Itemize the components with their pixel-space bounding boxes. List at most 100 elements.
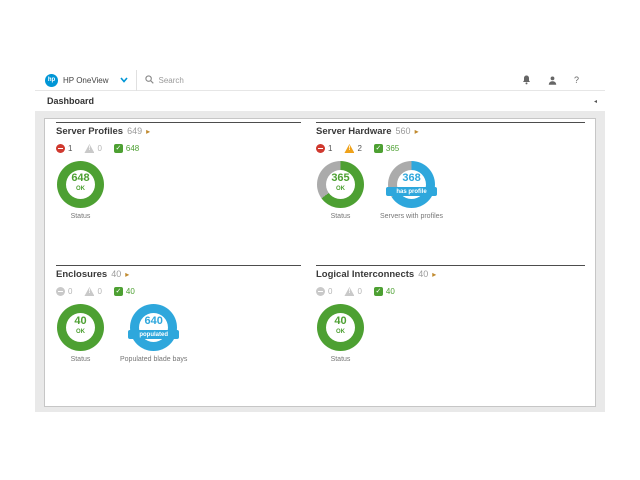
panel-count: 40: [418, 269, 429, 279]
notifications-bell-icon[interactable]: [522, 75, 531, 85]
critical-count: 1: [68, 144, 73, 153]
title-bar: Dashboard ◂: [35, 91, 605, 111]
donut-sublabel: OK: [336, 186, 345, 192]
ok-status[interactable]: 365: [373, 144, 400, 153]
critical-status[interactable]: 1: [316, 144, 332, 153]
critical-status[interactable]: 1: [56, 144, 72, 153]
panel-title: Enclosures: [56, 269, 108, 280]
donut-label: Status: [330, 356, 351, 363]
panel-title: Logical Interconnects: [316, 269, 415, 280]
panel-link-arrow-icon: ▸: [146, 127, 151, 136]
donut-sublabel: OK: [76, 329, 85, 335]
ok-check-icon: [373, 287, 383, 296]
warning-icon: [84, 287, 95, 296]
panel-link-logical-interconnects[interactable]: Logical Interconnects 40 ▸: [316, 269, 436, 280]
blade-bays-donut[interactable]: 640 populated Populated blade bays: [120, 304, 187, 363]
hp-oneview-window: hp HP OneView ?: [35, 69, 605, 412]
ok-count: 365: [385, 144, 400, 153]
donut-label: Status: [330, 213, 351, 220]
warning-status[interactable]: 0: [344, 287, 362, 296]
ok-status[interactable]: 40: [373, 287, 395, 296]
ok-check-icon: [373, 144, 383, 153]
search-bar: [137, 71, 522, 89]
donut-gauge: 648 OK: [57, 161, 104, 208]
donut-row: 648 OK Status: [56, 161, 301, 220]
ok-status[interactable]: 648: [113, 144, 139, 153]
critical-icon: [56, 287, 65, 296]
warning-icon: [344, 287, 355, 296]
donut-gauge: 368 has profile: [386, 161, 438, 208]
panel-link-arrow-icon: ▸: [432, 270, 437, 279]
donut-value: 40: [74, 315, 87, 327]
status-donut[interactable]: 40 OK Status: [57, 304, 104, 363]
warning-count: 0: [97, 144, 102, 153]
status-donut[interactable]: 40 OK Status: [317, 304, 364, 363]
donut-sublabel: populated: [128, 330, 180, 339]
panel-link-server-profiles[interactable]: Server Profiles 649 ▸: [56, 126, 150, 137]
donut-hole: [326, 313, 355, 342]
warning-count: 2: [357, 144, 362, 153]
panel-title: Server Profiles: [56, 126, 124, 137]
top-bar: hp HP OneView ?: [35, 69, 605, 91]
donut-sublabel: has profile: [386, 187, 438, 196]
donut-value: 648: [71, 172, 90, 184]
critical-icon: [316, 144, 325, 153]
donut-label: Populated blade bays: [120, 356, 188, 363]
donut-gauge: 365 OK: [317, 161, 364, 208]
donut-gauge: 40 OK: [57, 304, 104, 351]
donut-gauge: 640 populated: [128, 304, 180, 351]
app-switcher-button[interactable]: hp HP OneView: [35, 70, 136, 90]
page-title: Dashboard: [47, 96, 95, 106]
status-row: 1 0 648: [56, 144, 301, 153]
warning-status[interactable]: 0: [84, 287, 102, 296]
topbar-divider: [135, 69, 137, 91]
panel-link-enclosures[interactable]: Enclosures 40 ▸: [56, 269, 129, 280]
warning-status[interactable]: 2: [344, 144, 362, 153]
search-input[interactable]: [158, 75, 359, 85]
user-icon[interactable]: [548, 76, 557, 85]
chevron-down-icon: [119, 77, 128, 83]
status-row: 1 2 365: [316, 144, 585, 153]
panel-link-server-hardware[interactable]: Server Hardware 560 ▸: [316, 126, 419, 137]
status-row: 0 0 40: [56, 287, 301, 296]
panel-count: 560: [395, 126, 411, 136]
critical-count: 1: [328, 144, 333, 153]
search-icon: [144, 71, 154, 89]
help-icon[interactable]: ?: [573, 75, 579, 85]
donut-hole: [66, 313, 95, 342]
ok-count: 40: [385, 287, 395, 296]
donut-label: Servers with profiles: [380, 213, 444, 220]
critical-icon: [56, 144, 65, 153]
critical-icon: [316, 287, 325, 296]
ok-check-icon: [113, 144, 123, 153]
panel-title: Server Hardware: [316, 126, 392, 137]
profiles-donut[interactable]: 368 has profile Servers with profiles: [380, 161, 443, 220]
donut-gauge: 40 OK: [317, 304, 364, 351]
warning-icon: [84, 144, 95, 153]
app-name-label: HP OneView: [63, 75, 109, 85]
topbar-actions: ?: [522, 75, 605, 85]
critical-status[interactable]: 0: [56, 287, 72, 296]
warning-count: 0: [357, 287, 362, 296]
panel-link-arrow-icon: ▸: [125, 270, 130, 279]
panel-count: 649: [127, 126, 143, 136]
ok-status[interactable]: 40: [113, 287, 135, 296]
status-row: 0 0 40: [316, 287, 585, 296]
panel-server-hardware: Server Hardware 560 ▸ 1 2 365 365: [316, 122, 585, 220]
status-donut[interactable]: 648 OK Status: [57, 161, 104, 220]
collapse-panel-icon[interactable]: ◂: [593, 98, 597, 105]
donut-sublabel: OK: [336, 329, 345, 335]
warning-status[interactable]: 0: [84, 144, 102, 153]
panel-server-profiles: Server Profiles 649 ▸ 1 0 648 648: [56, 122, 301, 220]
ok-check-icon: [113, 287, 123, 296]
dashboard-card: Server Profiles 649 ▸ 1 0 648 648: [44, 118, 596, 407]
donut-sublabel: OK: [76, 186, 85, 192]
warning-icon: [344, 144, 355, 153]
donut-label: Status: [70, 356, 91, 363]
panel-logical-interconnects: Logical Interconnects 40 ▸ 0 0 40 4: [316, 265, 585, 363]
status-donut[interactable]: 365 OK Status: [317, 161, 364, 220]
donut-value: 368: [402, 172, 421, 184]
donut-hole: [326, 170, 355, 199]
panel-enclosures: Enclosures 40 ▸ 0 0 40 40: [56, 265, 301, 363]
critical-status[interactable]: 0: [316, 287, 332, 296]
